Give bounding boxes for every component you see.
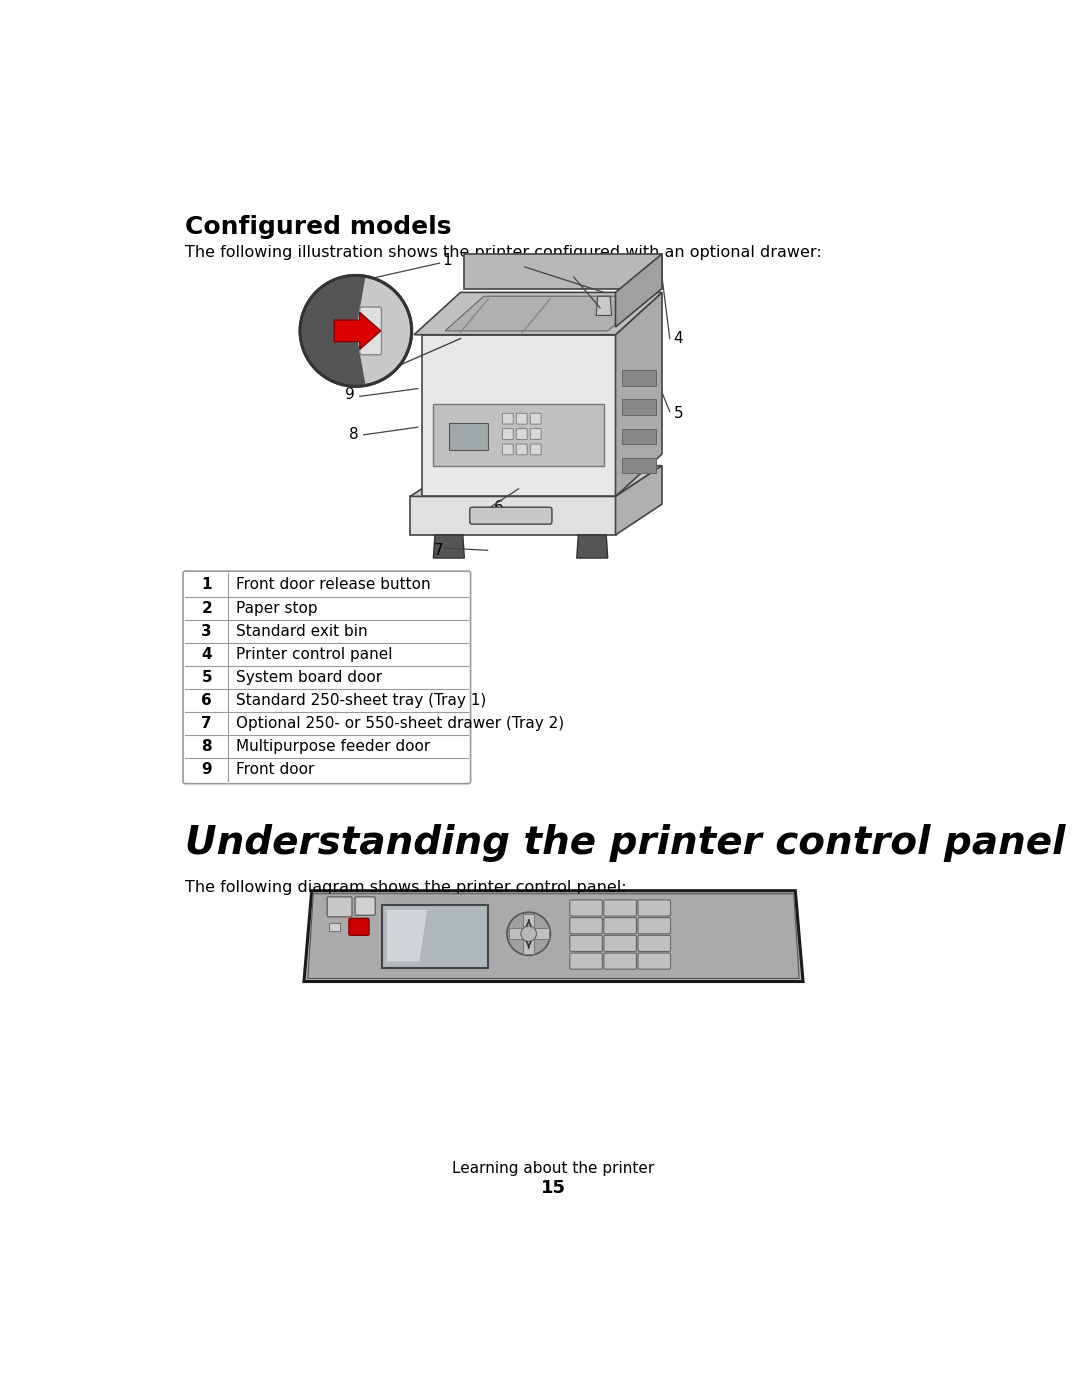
Polygon shape [422, 335, 616, 496]
FancyBboxPatch shape [349, 918, 369, 936]
FancyBboxPatch shape [328, 923, 339, 932]
Text: Paper stop: Paper stop [235, 601, 318, 616]
Text: 3: 3 [577, 268, 586, 284]
FancyBboxPatch shape [516, 414, 527, 425]
FancyBboxPatch shape [530, 444, 541, 455]
FancyBboxPatch shape [449, 423, 488, 450]
FancyBboxPatch shape [570, 900, 603, 916]
Text: Multipurpose feeder door: Multipurpose feeder door [235, 739, 430, 754]
Text: 9: 9 [345, 387, 354, 401]
FancyBboxPatch shape [355, 897, 375, 915]
Polygon shape [524, 940, 535, 954]
Text: 2: 2 [528, 258, 538, 272]
Polygon shape [414, 292, 662, 335]
Text: Configured models: Configured models [186, 215, 451, 239]
FancyBboxPatch shape [622, 429, 656, 444]
FancyBboxPatch shape [638, 918, 671, 933]
Polygon shape [616, 292, 662, 496]
Text: 5: 5 [201, 671, 212, 685]
Text: 9: 9 [201, 763, 212, 777]
FancyBboxPatch shape [570, 936, 603, 951]
Text: 6: 6 [201, 693, 212, 708]
Text: Front door release button: Front door release button [235, 577, 430, 592]
Text: X: X [354, 922, 363, 932]
Circle shape [300, 275, 411, 387]
Polygon shape [524, 914, 535, 928]
FancyBboxPatch shape [570, 953, 603, 970]
FancyBboxPatch shape [622, 458, 656, 474]
FancyBboxPatch shape [604, 918, 636, 933]
FancyBboxPatch shape [638, 936, 671, 951]
Text: 2: 2 [201, 601, 212, 616]
FancyBboxPatch shape [516, 444, 527, 455]
Polygon shape [387, 909, 428, 961]
Text: Understanding the printer control panel: Understanding the printer control panel [186, 824, 1066, 862]
FancyBboxPatch shape [604, 900, 636, 916]
Text: Printer control panel: Printer control panel [235, 647, 392, 662]
Text: System board door: System board door [235, 671, 382, 685]
Text: 4: 4 [201, 647, 212, 662]
Text: 1: 1 [442, 253, 451, 268]
Polygon shape [445, 296, 650, 331]
FancyBboxPatch shape [382, 905, 488, 968]
Text: Front door: Front door [235, 763, 314, 777]
Polygon shape [410, 496, 616, 535]
Text: 7: 7 [434, 543, 444, 557]
Text: 6: 6 [494, 500, 503, 515]
Circle shape [507, 912, 551, 956]
FancyBboxPatch shape [433, 404, 604, 465]
Text: 8: 8 [201, 739, 212, 754]
FancyBboxPatch shape [570, 918, 603, 933]
FancyBboxPatch shape [638, 953, 671, 970]
Text: Standard exit bin: Standard exit bin [235, 623, 367, 638]
FancyBboxPatch shape [327, 897, 352, 916]
Text: 1: 1 [202, 577, 212, 592]
FancyBboxPatch shape [502, 414, 513, 425]
Polygon shape [596, 296, 611, 316]
Polygon shape [334, 313, 380, 349]
Text: 8: 8 [349, 427, 359, 443]
Text: The following illustration shows the printer configured with an optional drawer:: The following illustration shows the pri… [186, 246, 822, 260]
FancyBboxPatch shape [604, 936, 636, 951]
Text: Learning about the printer: Learning about the printer [453, 1161, 654, 1175]
Polygon shape [535, 929, 549, 939]
Text: The following diagram shows the printer control panel:: The following diagram shows the printer … [186, 880, 627, 895]
Polygon shape [509, 929, 523, 939]
FancyBboxPatch shape [604, 953, 636, 970]
Polygon shape [433, 535, 464, 557]
Text: 15: 15 [541, 1179, 566, 1197]
FancyBboxPatch shape [183, 571, 471, 784]
FancyBboxPatch shape [502, 444, 513, 455]
Text: 3: 3 [201, 623, 212, 638]
Polygon shape [616, 465, 662, 535]
FancyBboxPatch shape [360, 307, 381, 355]
Wedge shape [300, 275, 365, 387]
FancyBboxPatch shape [622, 370, 656, 386]
Polygon shape [303, 891, 804, 982]
FancyBboxPatch shape [530, 429, 541, 440]
Circle shape [521, 926, 537, 942]
Polygon shape [577, 535, 608, 557]
Polygon shape [308, 894, 799, 978]
Text: Standard 250-sheet tray (Tray 1): Standard 250-sheet tray (Tray 1) [235, 693, 486, 708]
FancyBboxPatch shape [622, 400, 656, 415]
Text: 4: 4 [674, 331, 684, 346]
Polygon shape [616, 254, 662, 327]
Polygon shape [464, 254, 662, 289]
FancyBboxPatch shape [530, 414, 541, 425]
FancyBboxPatch shape [638, 900, 671, 916]
Text: 5: 5 [674, 405, 684, 420]
Text: Optional 250- or 550-sheet drawer (Tray 2): Optional 250- or 550-sheet drawer (Tray … [235, 717, 564, 731]
Text: 7: 7 [201, 717, 212, 731]
Polygon shape [410, 465, 662, 496]
FancyBboxPatch shape [502, 429, 513, 440]
FancyBboxPatch shape [470, 507, 552, 524]
FancyBboxPatch shape [516, 429, 527, 440]
